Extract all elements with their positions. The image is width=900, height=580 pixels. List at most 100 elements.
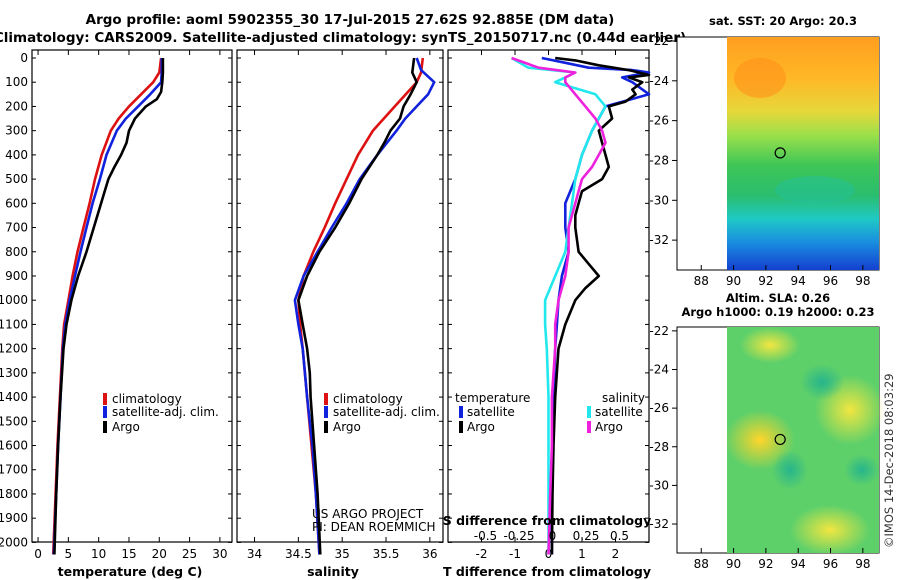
depth-tick-label: 900	[5, 269, 28, 283]
legend-t-satellite: satellite	[467, 405, 515, 419]
legend-satellite: satellite-adj. clim.	[112, 405, 219, 419]
depth-tick-label: 1200	[0, 342, 28, 356]
legend-t-argo: Argo	[467, 420, 495, 434]
x-tick-label: 5	[65, 547, 73, 561]
sst-map-y-ticks: -22 -24 -26 -28 -30 -32	[649, 34, 677, 247]
s-difference-tick-labels: -0.5 -0.25 0 0.25 0.5	[474, 529, 629, 543]
map-y-tick-label: -28	[649, 153, 669, 167]
difference-legend-temperature: temperature satellite Argo	[455, 391, 530, 434]
map-y-tick-label: -22	[649, 324, 669, 338]
series-line-salinity-argo	[511, 56, 607, 555]
sla-map-title-2: Argo h1000: 0.19 h2000: 0.23	[681, 305, 874, 319]
difference-panel: -2 -1 0 1 2 T difference from climatology S …	[443, 49, 652, 579]
sla-map-y-ticks: -22 -24 -26 -28 -30 -32	[649, 324, 677, 531]
depth-tick-label: 100	[5, 75, 28, 89]
map-y-tick-label: -24	[649, 362, 669, 376]
x-tick-label: 25	[182, 547, 197, 561]
x-tick-label: 2	[612, 547, 620, 561]
sal-legend-argo: Argo	[333, 420, 361, 434]
map-y-tick-label: -32	[649, 233, 669, 247]
series-line-argo	[297, 57, 419, 555]
map-y-tick-label: -32	[649, 517, 669, 531]
depth-tick-label: 500	[5, 172, 28, 186]
sal-legend-satellite: satellite-adj. clim.	[333, 405, 440, 419]
depth-tick-label: 600	[5, 196, 28, 210]
depth-tick-label: 800	[5, 245, 28, 259]
salinity-xlabel: salinity	[307, 564, 359, 579]
x-tick-label: 0	[34, 547, 42, 561]
depth-tick-label: 1100	[0, 317, 28, 331]
depth-tick-label: 1900	[0, 511, 28, 525]
sst-argo-location-marker	[774, 147, 786, 159]
x-tick-label: 10	[91, 547, 106, 561]
x-tick-label: -1	[509, 547, 521, 561]
s-diff-tick-label: -0.25	[503, 529, 534, 543]
map-y-tick-label: -28	[649, 440, 669, 454]
legend-argo-swatch	[103, 421, 107, 433]
depth-tick-label: 1800	[0, 487, 28, 501]
sla-argo-location-marker	[774, 433, 786, 446]
header-line-1: Argo profile: aoml 5902355_30 17-Jul-201…	[86, 12, 615, 28]
temperature-plot-frame	[31, 49, 233, 543]
depth-tick-label: 1300	[0, 366, 28, 380]
series-line-salinity-satellite	[510, 56, 607, 555]
legend-s-satellite: satellite	[595, 405, 643, 419]
legend-s-satellite-swatch	[587, 406, 591, 418]
x-tick-label: 15	[121, 547, 136, 561]
difference-lines	[510, 56, 651, 555]
map-x-tick-label: 94	[791, 557, 806, 571]
s-diff-tick-label: 0	[549, 529, 557, 543]
difference-legend-salinity: salinity satellite Argo	[587, 391, 645, 434]
map-y-tick-label: -24	[649, 74, 669, 88]
map-x-tick-label: 96	[823, 274, 838, 288]
salinity-panel: 34 34.5 35 35.5 36 salinity climatology sate…	[236, 49, 444, 579]
sal-legend-climatology: climatology	[333, 392, 403, 406]
temperature-legend: climatology satellite-adj. clim. Argo	[103, 392, 219, 434]
map-y-tick-label: -30	[649, 193, 669, 207]
legend-satellite-swatch	[103, 406, 107, 418]
x-tick-label: 34	[247, 547, 262, 561]
depth-tick-label: 2000	[0, 535, 28, 549]
sst-cool-patch	[775, 176, 855, 204]
depth-tick-label: 300	[5, 124, 28, 138]
x-tick-label: 34.5	[285, 547, 312, 561]
header-line-2: Climatology: CARS2009. Satellite-adjuste…	[0, 30, 686, 46]
legend-salinity-title: salinity	[602, 391, 645, 405]
sal-legend-satellite-swatch	[324, 406, 328, 418]
map-x-tick-label: 98	[855, 557, 870, 571]
sst-map-x-ticks: 88 90 92 94 96 98	[694, 265, 870, 288]
depth-tick-labels: 0 100 200 300 400 500 600 700 800 900 1000 1100 1200…	[0, 51, 28, 549]
salinity-lines	[293, 57, 436, 555]
x-tick-label: 1	[578, 547, 586, 561]
series-line-satellite-adj-clim-	[293, 57, 436, 555]
series-line-argo	[53, 58, 165, 555]
sla-map: Altim. SLA: 0.26 Argo h1000: 0.19 h2000:…	[649, 291, 885, 571]
s-difference-xlabel: S difference from climatology	[443, 513, 652, 528]
imos-credit: ©IMOS 14-Dec-2018 08:03:29	[882, 373, 896, 548]
pi-credit: PI: DEAN ROEMMICH	[312, 520, 435, 534]
map-x-tick-label: 92	[758, 557, 773, 571]
map-y-tick-label: -30	[649, 478, 669, 492]
x-tick-label: -2	[476, 547, 488, 561]
s-diff-tick-label: 0.5	[610, 529, 629, 543]
salinity-plot-frame	[236, 49, 444, 543]
x-tick-label: 20	[152, 547, 167, 561]
map-y-tick-label: -22	[649, 34, 669, 48]
sla-warm-anomaly-1	[725, 410, 795, 470]
sla-warm-anomaly-3	[790, 505, 870, 555]
legend-t-argo-swatch	[459, 421, 463, 433]
s-diff-tick-label: 0.25	[573, 529, 600, 543]
sst-map: sat. SST: 20 Argo: 20.3 88 90 92 94 96 98 -22…	[649, 14, 880, 288]
sal-legend-climatology-swatch	[324, 393, 328, 405]
depth-tick-label: 400	[5, 148, 28, 162]
t-difference-xlabel: T difference from climatology	[443, 564, 651, 579]
sla-cool-anomaly-1	[800, 364, 844, 400]
legend-s-argo-swatch	[587, 421, 591, 433]
x-tick-label: 35.5	[373, 547, 400, 561]
map-x-tick-label: 88	[694, 557, 709, 571]
temperature-lines	[51, 57, 165, 555]
map-x-tick-label: 90	[726, 274, 741, 288]
legend-t-satellite-swatch	[459, 406, 463, 418]
sla-cool-anomaly-3	[844, 454, 880, 486]
legend-temperature-title: temperature	[455, 391, 530, 405]
